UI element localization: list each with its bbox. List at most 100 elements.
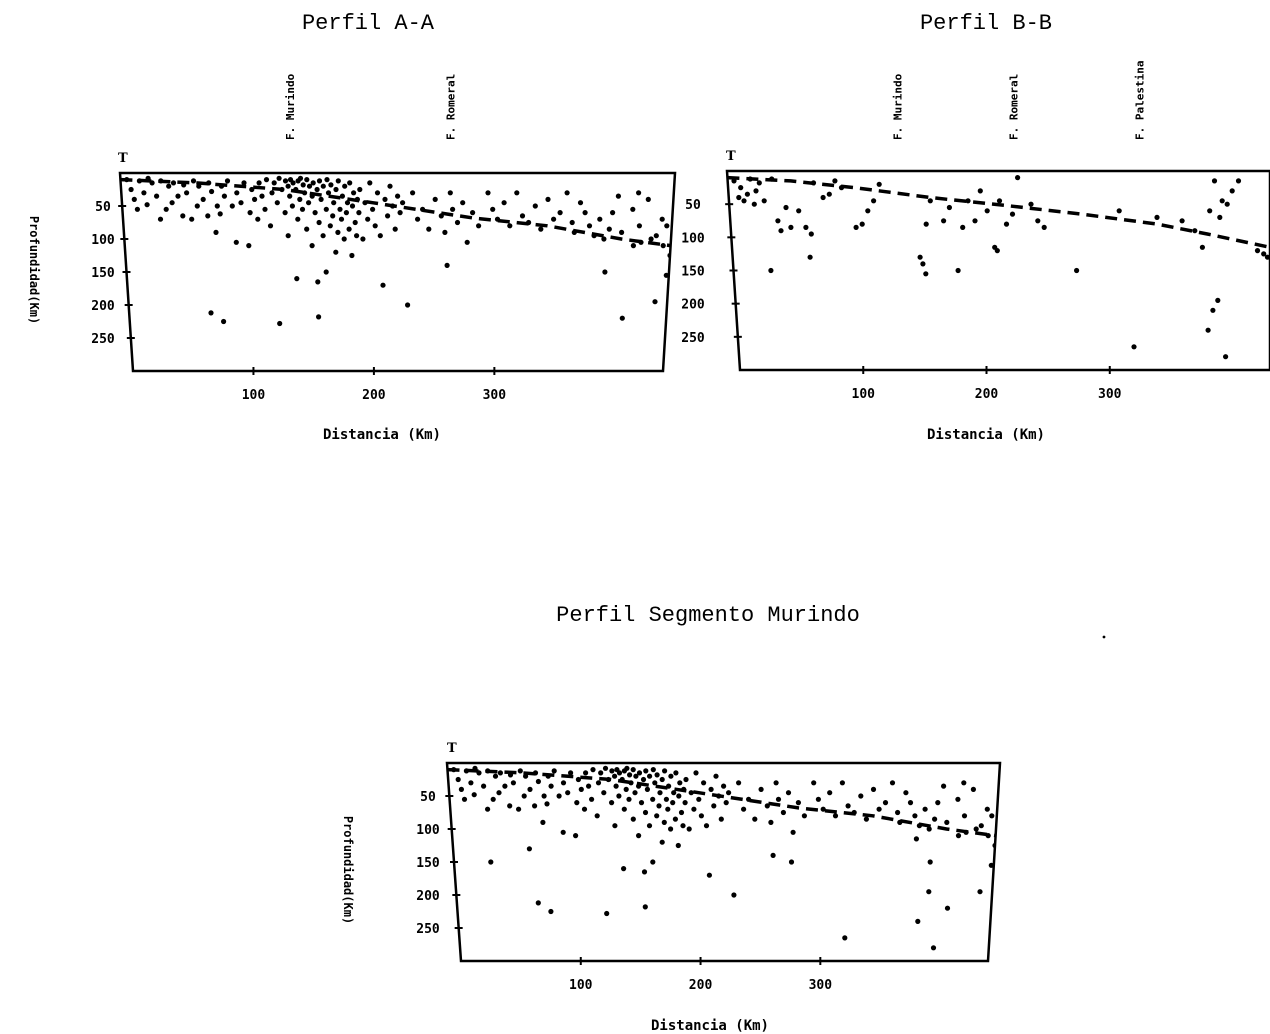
- data-point: [654, 772, 660, 778]
- data-point: [323, 269, 329, 275]
- data-point: [984, 806, 990, 812]
- data-point: [538, 226, 544, 232]
- data-point: [876, 181, 882, 187]
- data-point: [145, 175, 151, 181]
- data-point: [758, 786, 764, 793]
- x-tick-label: 200: [689, 978, 713, 993]
- data-point: [352, 219, 358, 226]
- data-point: [1041, 224, 1047, 230]
- data-point: [780, 809, 787, 816]
- data-point: [783, 204, 789, 211]
- data-point: [785, 790, 792, 796]
- data-point: [354, 196, 360, 202]
- data-point: [1015, 175, 1021, 181]
- data-point: [738, 185, 744, 191]
- data-point: [619, 776, 625, 783]
- data-point: [589, 796, 595, 802]
- data-point: [597, 216, 603, 222]
- data-point: [330, 213, 336, 219]
- data-point: [624, 765, 630, 771]
- data-point: [246, 243, 252, 249]
- y-tick-label: 150: [91, 266, 115, 281]
- data-point: [229, 203, 235, 209]
- fault-label: F. Murindo: [891, 73, 904, 140]
- data-point: [628, 780, 634, 786]
- data-point: [691, 806, 697, 812]
- data-point: [214, 203, 220, 209]
- data-point: [915, 918, 921, 925]
- data-point: [299, 206, 306, 212]
- data-point: [370, 206, 376, 212]
- data-point: [775, 796, 782, 802]
- data-point: [181, 182, 187, 188]
- data-point: [502, 783, 508, 789]
- data-point: [360, 236, 366, 242]
- data-point: [205, 213, 211, 219]
- data-point: [213, 229, 219, 235]
- data-point: [451, 767, 457, 773]
- data-point: [659, 839, 665, 845]
- data-point: [282, 210, 288, 216]
- data-point: [184, 190, 190, 196]
- data-point: [269, 190, 275, 196]
- data-point: [450, 206, 456, 212]
- data-point: [601, 790, 607, 796]
- data-point: [644, 786, 651, 793]
- data-point: [526, 219, 532, 226]
- data-point: [540, 819, 546, 826]
- data-point: [630, 243, 637, 249]
- data-point: [907, 800, 914, 806]
- data-point: [344, 200, 351, 206]
- data-point: [293, 186, 299, 193]
- data-point: [582, 210, 588, 216]
- data-point: [324, 177, 330, 183]
- data-point: [349, 252, 355, 259]
- data-point: [476, 223, 482, 229]
- data-point: [955, 796, 961, 802]
- data-point: [263, 177, 270, 183]
- data-point: [372, 223, 378, 229]
- data-point: [633, 773, 639, 779]
- data-point: [490, 796, 496, 802]
- data-point: [955, 267, 961, 274]
- data-point: [535, 778, 542, 785]
- data-point: [306, 200, 312, 206]
- data-point: [304, 226, 310, 232]
- data-point: [316, 219, 322, 226]
- data-point: [790, 829, 796, 835]
- data-point: [1131, 344, 1137, 350]
- data-point: [636, 770, 643, 776]
- y-tick-label: 250: [681, 331, 705, 346]
- data-point: [602, 765, 609, 771]
- data-point: [196, 183, 202, 189]
- data-point: [989, 813, 995, 819]
- chart-title: Perfil Segmento Murindo: [556, 603, 860, 628]
- y-tick-label: 50: [685, 198, 701, 213]
- data-point: [659, 776, 665, 783]
- data-point: [630, 816, 636, 822]
- data-point: [314, 186, 320, 193]
- data-point: [927, 859, 933, 865]
- data-point: [832, 178, 838, 184]
- data-point: [708, 786, 714, 793]
- data-point: [796, 208, 802, 214]
- data-point: [652, 299, 658, 305]
- data-point: [621, 866, 627, 872]
- x-tick-label: 300: [1098, 387, 1122, 402]
- data-point: [262, 206, 268, 212]
- data-point: [335, 229, 341, 235]
- data-point: [532, 203, 538, 209]
- data-point: [279, 186, 285, 193]
- x-axis-label: Distancia (Km): [323, 427, 441, 443]
- data-point: [1003, 221, 1010, 227]
- data-point: [741, 806, 747, 812]
- data-point: [1254, 248, 1261, 254]
- data-point: [996, 198, 1003, 204]
- data-point: [158, 178, 164, 184]
- data-point: [560, 829, 566, 835]
- data-point: [944, 905, 951, 911]
- data-point: [659, 216, 665, 222]
- data-point: [1229, 188, 1235, 194]
- data-point: [703, 823, 710, 829]
- chart-c: Perfil Segmento Murindo T 50 100 150 200 250 10…: [341, 603, 1002, 1034]
